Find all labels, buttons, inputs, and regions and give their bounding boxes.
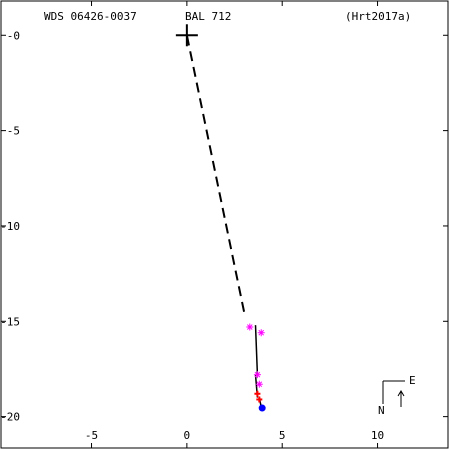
- y-tick-label: -5: [7, 125, 20, 138]
- residual-line: [254, 325, 259, 375]
- orbit-reference-label: (Hrt2017a): [345, 10, 411, 23]
- compass: N E: [378, 374, 416, 417]
- plot-layer: [175, 24, 266, 412]
- observation-point: [255, 380, 263, 388]
- x-tick-label: 5: [279, 429, 286, 442]
- x-tick-label: -5: [85, 429, 98, 442]
- observation-point: [254, 390, 261, 397]
- discoverer-label: BAL 712: [185, 10, 231, 23]
- y-tick-label: -20: [0, 411, 20, 424]
- compass-arrow-icon: [397, 390, 405, 407]
- y-tick-label: -0: [7, 29, 20, 42]
- observation-point: [256, 396, 263, 403]
- x-tick-label: 10: [371, 429, 384, 442]
- y-tick-label: -15: [0, 315, 20, 328]
- observation-point: [253, 371, 261, 379]
- observation-point: [246, 323, 254, 331]
- observation-point: [258, 404, 266, 412]
- y-tick-label: -10: [0, 220, 20, 233]
- wds-id-label: WDS 06426-0037: [44, 10, 137, 23]
- compass-east-label: E: [409, 374, 416, 387]
- x-tick-label: 0: [184, 429, 191, 442]
- observation-point: [257, 329, 265, 337]
- compass-north-label: N: [378, 404, 385, 417]
- primary-star-marker: [175, 24, 198, 47]
